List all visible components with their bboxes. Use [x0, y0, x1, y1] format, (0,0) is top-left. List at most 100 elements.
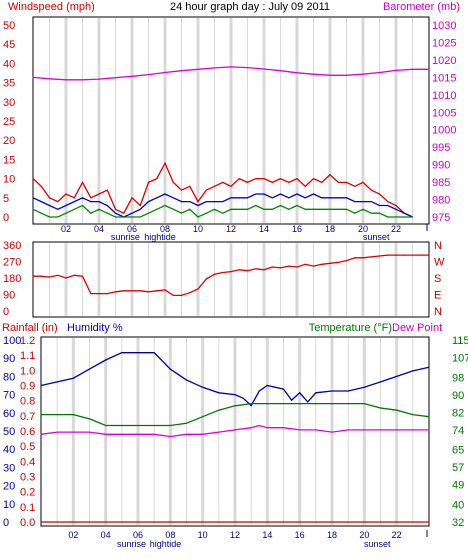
wind-min-line-point — [98, 208, 100, 210]
wind-direction-line-point — [304, 263, 306, 265]
dew-point-line-point — [40, 433, 42, 435]
y-left-tick-label: 30 — [3, 97, 15, 109]
humidity-line-point — [234, 394, 236, 396]
x-tick-label: 06 — [127, 224, 137, 234]
gust-line-point — [32, 178, 34, 180]
humidity-line-point — [242, 397, 244, 399]
chart-title: 24 hour graph day : July 09 2011 — [170, 1, 330, 13]
humidity-line-point — [250, 404, 252, 407]
x-tick-label: 16 — [292, 224, 302, 234]
wind-min-line-point — [139, 216, 141, 218]
y-right-tick-label: 990 — [432, 160, 450, 172]
average-wind-line-point — [387, 204, 389, 207]
temperature-tick-label: 82 — [452, 407, 464, 419]
dew-point-line-point — [258, 424, 260, 427]
dew-point-line-point — [363, 429, 365, 431]
average-wind-line-point — [222, 201, 224, 203]
dew-point-line-point — [72, 431, 74, 433]
y-left-tick-label: 40 — [3, 58, 15, 70]
rainfall-line-point — [428, 521, 430, 523]
gust-line-point — [114, 208, 117, 210]
dewpoint-axis-title: Dew Point — [392, 322, 442, 334]
x-tick-label: 04 — [101, 530, 111, 540]
rain-tick-label: 1.0 — [20, 365, 35, 377]
temperature-line-point — [153, 424, 155, 427]
barometer-line-point — [296, 72, 298, 74]
y-right-tick-label: S — [434, 273, 441, 285]
wind-direction-line-point — [362, 257, 364, 259]
humidity-line-point — [72, 377, 74, 379]
gust-line-point — [48, 197, 51, 199]
x-tick-label: 22 — [392, 530, 402, 540]
wind-direction-line-point — [387, 254, 389, 256]
x-tick-label: 02 — [61, 224, 71, 234]
humidity-tick-label: 100 — [3, 335, 21, 347]
wind-min-line-point — [73, 208, 75, 210]
wind-min-line-points — [32, 204, 414, 218]
dew-point-line-point — [299, 429, 301, 431]
barometer-axis-title: Barometer (mb) — [383, 1, 460, 13]
wind-min-line-point — [263, 208, 265, 210]
temperature-line-point — [363, 403, 365, 405]
sunrise-annotation: sunrise — [117, 539, 146, 549]
humidity-line-point — [169, 368, 171, 370]
gust-line-point — [337, 181, 339, 183]
humidity-line-point — [40, 384, 42, 387]
wind-direction-line-point — [189, 292, 191, 294]
average-wind-line-point — [288, 197, 290, 199]
wind-direction-line-point — [106, 293, 108, 295]
wind-direction-line-point — [98, 293, 100, 295]
wind-direction-line-point — [428, 254, 430, 256]
gust-line-point — [222, 181, 224, 183]
dew-point-line-point — [347, 429, 349, 431]
average-wind-line-point — [403, 212, 405, 214]
temperature-line-point — [347, 403, 349, 405]
humidity-tick-label: 20 — [3, 481, 15, 493]
temperature-tick-label: 32 — [452, 517, 464, 529]
wind-min-line-point — [403, 216, 405, 218]
average-wind-line-point — [114, 212, 117, 214]
gust-line-point — [378, 193, 381, 195]
dew-point-line-point — [185, 433, 188, 435]
y-left-tick-label: 50 — [3, 20, 15, 32]
gust-line-point — [197, 201, 199, 203]
wind-min-line-point — [345, 208, 348, 210]
wind-min-line-point — [246, 208, 249, 210]
dew-point-line-point — [218, 431, 220, 433]
wind-direction-line-point — [378, 255, 381, 257]
temperature-tick-label: 90 — [452, 390, 464, 402]
wind-min-line-point — [312, 208, 315, 210]
average-wind-line-point — [139, 208, 141, 210]
gust-line-point — [106, 189, 108, 191]
barometer-line-point — [428, 68, 430, 70]
wind-min-line-point — [370, 212, 372, 214]
humidity-line-point — [347, 390, 349, 392]
x-tick-label: 08 — [160, 224, 170, 234]
y-right-tick-label: N — [434, 306, 442, 318]
humidity-tick-label: 10 — [3, 499, 15, 511]
gust-line-point — [90, 197, 92, 199]
wind-direction-line-point — [147, 291, 150, 293]
wind-min-line-point — [329, 208, 331, 210]
humidity-line-point — [282, 388, 285, 390]
average-wind-line-point — [263, 193, 265, 195]
humidity-line-point — [56, 381, 58, 383]
wind-min-line-point — [271, 208, 273, 210]
dew-point-line — [40, 424, 429, 438]
rain-tick-label: 0.3 — [20, 472, 35, 484]
barometer-line-point — [378, 71, 381, 74]
gust-line-point — [271, 181, 273, 183]
gust-line-point — [395, 204, 397, 207]
wind-direction-line-point — [395, 254, 397, 256]
temperature-line-point — [234, 405, 236, 407]
wind-direction-line-point — [411, 254, 414, 256]
x-tick-label: 10 — [198, 530, 208, 540]
x-tick-label: 20 — [358, 224, 368, 234]
panel-wind-series — [32, 66, 430, 218]
gust-line-point — [164, 162, 166, 164]
y-right-tick-label: 1015 — [432, 72, 456, 84]
dew-point-line-point — [234, 429, 236, 431]
wind-direction-line-point — [48, 276, 51, 278]
